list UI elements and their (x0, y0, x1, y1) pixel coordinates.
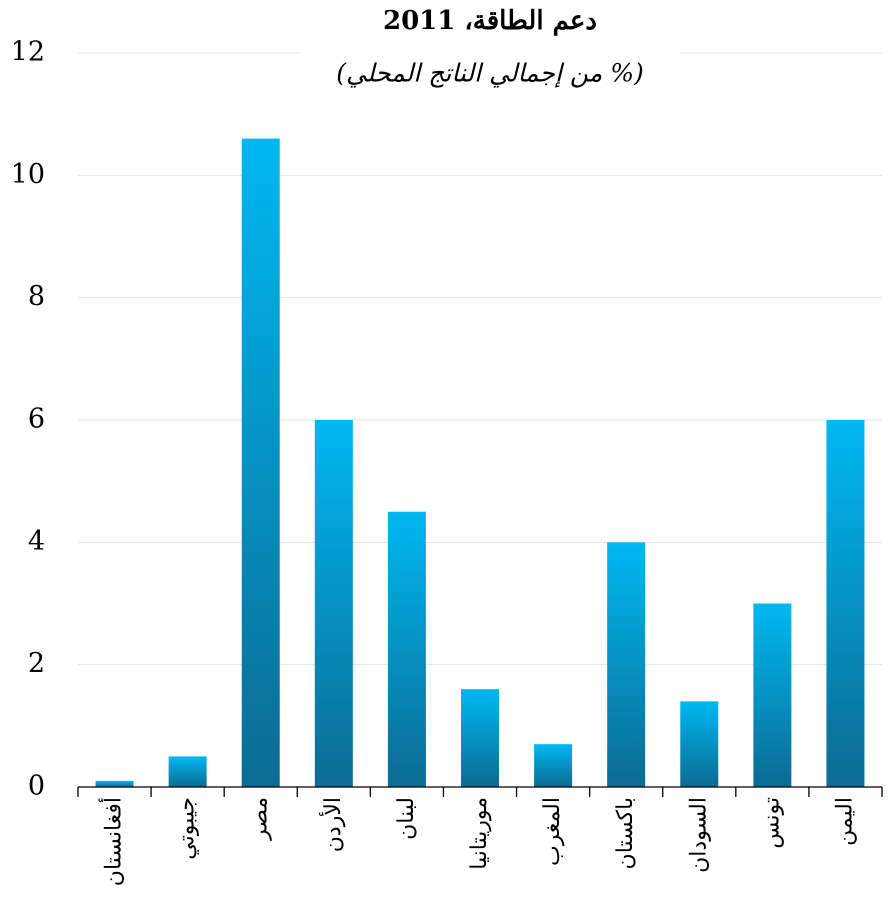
x-tick-label: لبنان (394, 797, 419, 840)
bar (314, 420, 353, 787)
y-tick-label: 8 (28, 281, 45, 312)
x-tick-label: أفغانستان (98, 797, 127, 886)
chart-subtitle: (% من إجمالي الناتج المحلي) (336, 59, 643, 89)
y-tick-label: 0 (28, 771, 45, 802)
bar (461, 689, 499, 787)
chart-title: دعم الطاقة، 2011 (383, 6, 597, 36)
y-tick-label: 12 (11, 37, 45, 68)
title-backdrop (300, 0, 680, 105)
y-tick-label: 6 (28, 404, 45, 435)
bar (826, 420, 865, 787)
x-tick-label: جيبوتي (175, 797, 200, 860)
bar (607, 542, 646, 787)
x-tick-label: باكستان (613, 797, 638, 869)
bar (241, 138, 280, 788)
bar (95, 780, 134, 787)
x-tick-label: مصر (248, 797, 273, 841)
x-tick-label: المغرب (540, 797, 565, 866)
y-tick-label: 2 (28, 648, 45, 679)
y-tick-label: 10 (11, 159, 45, 190)
bar (534, 744, 573, 787)
x-tick-label: تونس (759, 797, 784, 849)
bar (753, 603, 792, 787)
x-tick-label: موريتانيا (467, 797, 492, 870)
y-tick-label: 4 (28, 526, 45, 557)
bar (168, 756, 207, 787)
x-tick-label: السودان (686, 797, 711, 873)
x-tick-label: الأردن (318, 797, 346, 852)
bar (387, 511, 426, 787)
bar (680, 701, 719, 787)
x-tick-label: اليمن (832, 797, 857, 846)
